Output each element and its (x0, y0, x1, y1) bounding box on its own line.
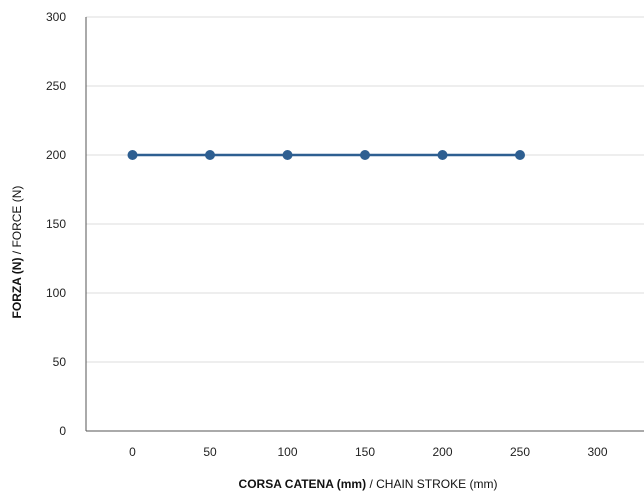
y-tick-label: 150 (46, 217, 66, 231)
x-tick-labels: 0 50 100 150 200 250 300 (129, 445, 608, 459)
data-point (515, 150, 525, 160)
x-axis-title-main: CORSA CATENA (mm) (239, 477, 367, 491)
x-tick-label: 100 (277, 445, 297, 459)
y-tick-label: 0 (59, 424, 66, 438)
series-layer (127, 150, 525, 160)
x-axis-title-translation: / CHAIN STROKE (mm) (366, 477, 497, 491)
y-axis-title-main: FORZA (N) (10, 258, 24, 319)
x-tick-label: 300 (587, 445, 607, 459)
x-tick-label: 150 (355, 445, 375, 459)
x-tick-label: 0 (129, 445, 136, 459)
data-point (127, 150, 138, 160)
data-point (205, 150, 215, 160)
x-axis-title: CORSA CATENA (mm) / CHAIN STROKE (mm) (239, 477, 498, 491)
y-tick-label: 100 (46, 286, 66, 300)
data-point (282, 150, 293, 160)
y-axis-title-translation: / FORCE (N) (10, 186, 24, 258)
x-tick-label: 200 (432, 445, 452, 459)
y-tick-label: 300 (46, 10, 66, 24)
y-axis-title: FORZA (N) / FORCE (N) (10, 186, 24, 319)
y-tick-labels: 0 50 100 150 200 250 300 (46, 10, 66, 438)
y-tick-label: 250 (46, 79, 66, 93)
data-point (360, 150, 370, 160)
x-tick-label: 250 (510, 445, 530, 459)
gridlines (86, 16, 644, 363)
x-tick-label: 50 (203, 445, 217, 459)
y-tick-label: 200 (46, 148, 66, 162)
y-tick-label: 50 (53, 355, 67, 369)
data-point (437, 150, 448, 160)
